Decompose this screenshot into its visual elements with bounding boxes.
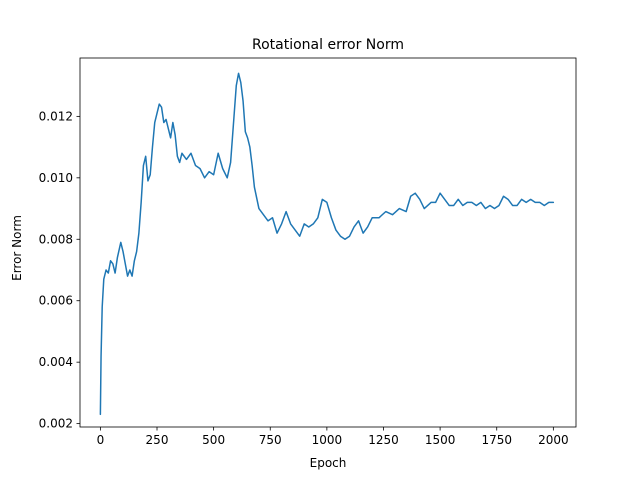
x-tick-label: 1500 [425, 433, 456, 447]
y-tick-label: 0.004 [39, 355, 73, 369]
x-tick-label: 0 [97, 433, 105, 447]
x-tick-label: 1250 [368, 433, 399, 447]
y-tick-label: 0.012 [39, 109, 73, 123]
series-line-0 [99, 72, 555, 416]
x-tick-label: 500 [202, 433, 225, 447]
y-tick-label: 0.002 [39, 417, 73, 431]
chart-title: Rotational error Norm [252, 37, 404, 53]
x-tick-label: 1750 [481, 433, 512, 447]
x-axis-label: Epoch [310, 456, 347, 470]
plot-frame [79, 57, 577, 428]
x-tick-label: 750 [259, 433, 282, 447]
x-tick-label: 2000 [538, 433, 569, 447]
x-tick-label: 250 [146, 433, 169, 447]
y-tick-label: 0.010 [39, 171, 73, 185]
y-axis-label: Error Norm [10, 215, 24, 281]
y-tick-label: 0.006 [39, 294, 73, 308]
plot-area: 0 250 500 750 1000 1250 1500 1750 2000 0.002 0.004… [39, 57, 577, 447]
x-tick-label: 1000 [312, 433, 343, 447]
y-tick-label: 0.008 [39, 232, 73, 246]
